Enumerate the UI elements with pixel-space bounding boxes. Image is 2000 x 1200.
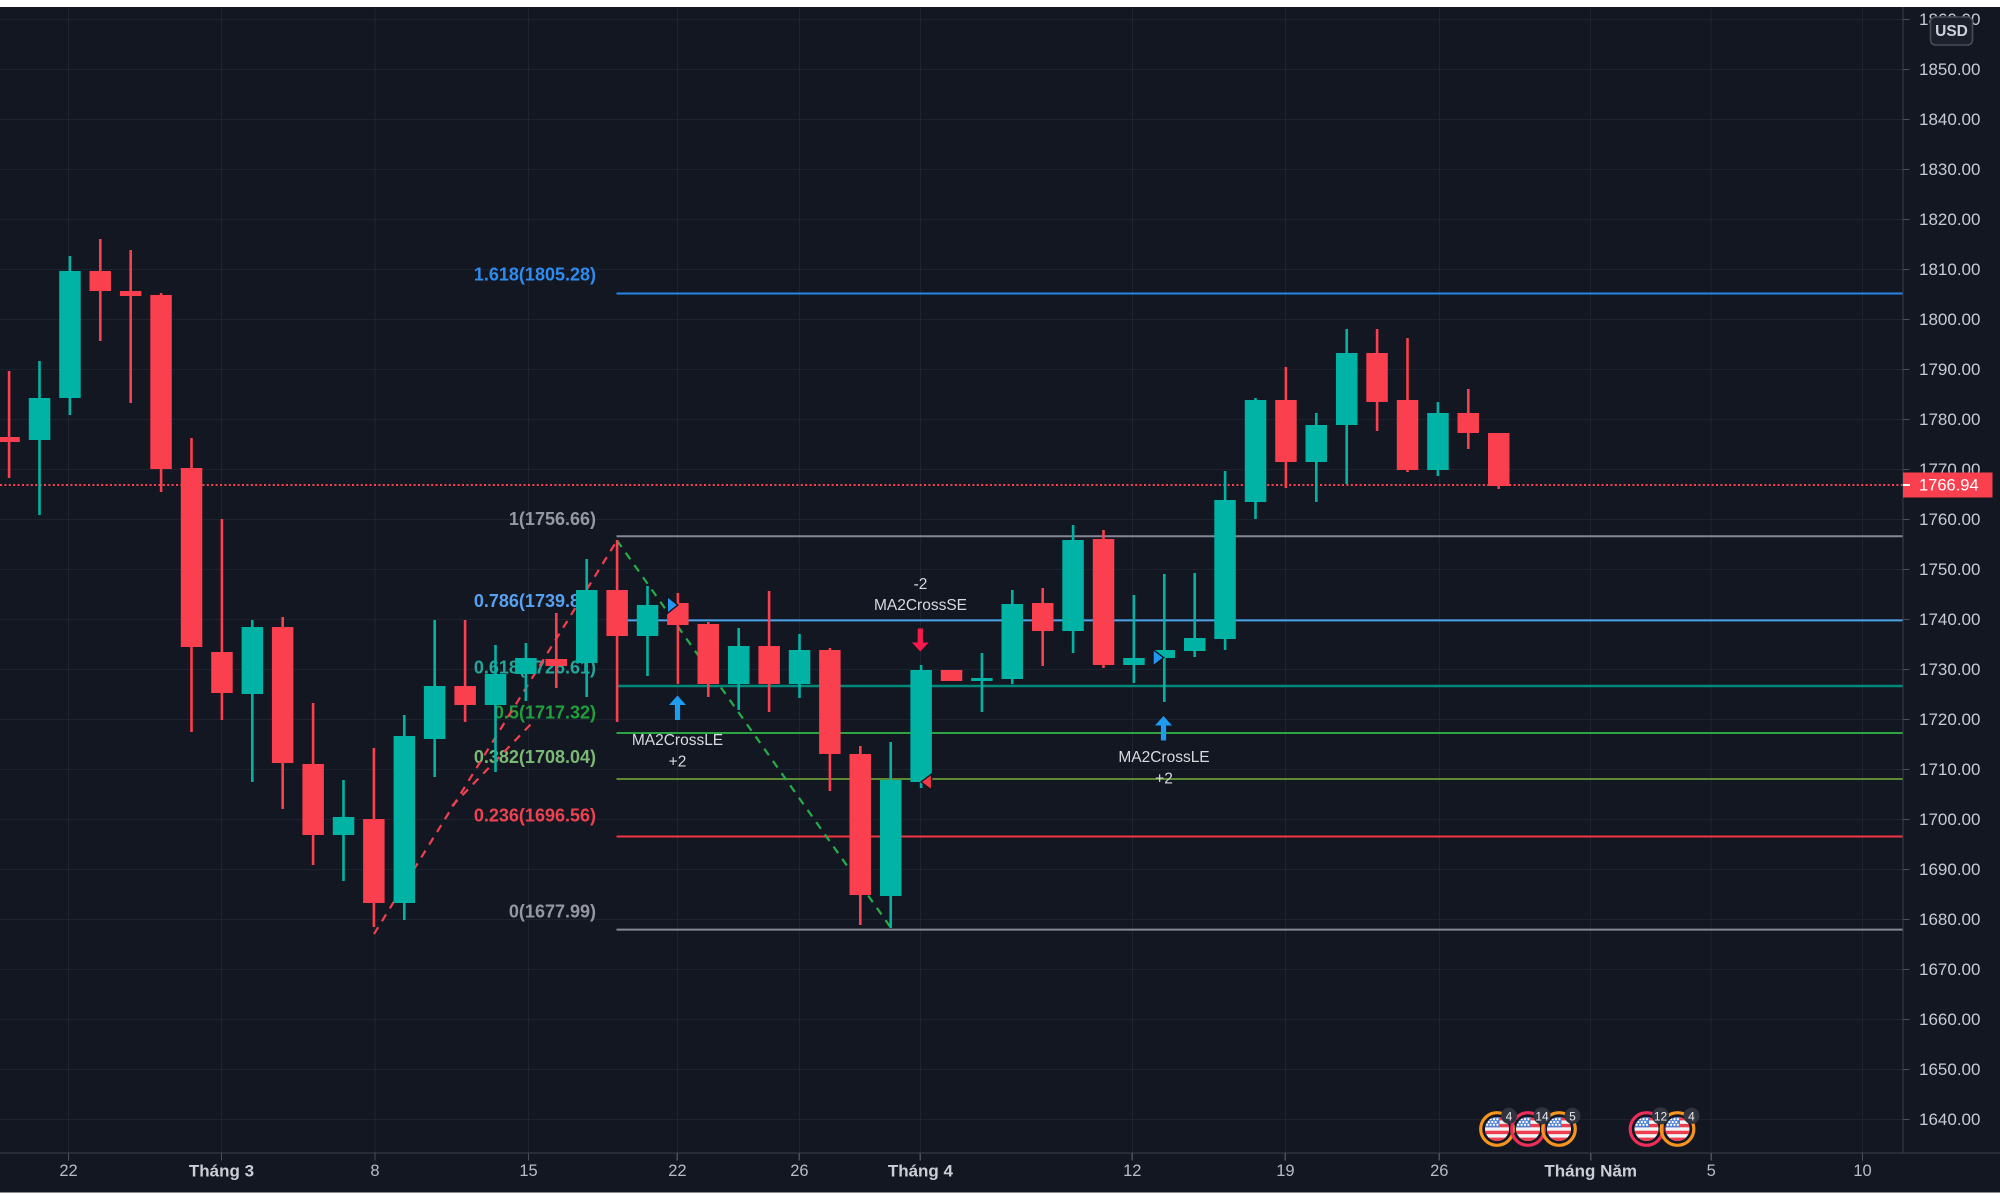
svg-text:1820.00: 1820.00 bbox=[1919, 210, 1980, 229]
svg-text:1680.00: 1680.00 bbox=[1919, 910, 1980, 929]
svg-text:4: 4 bbox=[1506, 1109, 1513, 1123]
svg-text:22: 22 bbox=[59, 1162, 77, 1180]
svg-text:1850.00: 1850.00 bbox=[1919, 60, 1980, 79]
svg-text:0.236(1696.56): 0.236(1696.56) bbox=[474, 806, 596, 826]
svg-text:MA2CrossSE: MA2CrossSE bbox=[874, 597, 967, 614]
svg-text:10: 10 bbox=[1853, 1162, 1871, 1180]
svg-text:1780.00: 1780.00 bbox=[1919, 410, 1980, 429]
svg-text:1700.00: 1700.00 bbox=[1919, 810, 1980, 829]
svg-text:19: 19 bbox=[1276, 1162, 1294, 1180]
svg-text:26: 26 bbox=[790, 1162, 808, 1180]
svg-text:1730.00: 1730.00 bbox=[1919, 660, 1980, 679]
svg-text:1790.00: 1790.00 bbox=[1919, 360, 1980, 379]
svg-text:5: 5 bbox=[1569, 1109, 1576, 1123]
svg-text:Tháng 4: Tháng 4 bbox=[888, 1162, 954, 1181]
svg-text:12: 12 bbox=[1123, 1162, 1141, 1180]
svg-text:0(1677.99): 0(1677.99) bbox=[509, 901, 596, 921]
svg-text:1.618(1805.28): 1.618(1805.28) bbox=[474, 265, 596, 285]
svg-text:1660.00: 1660.00 bbox=[1919, 1010, 1980, 1029]
svg-text:5: 5 bbox=[1707, 1162, 1716, 1180]
svg-text:1800.00: 1800.00 bbox=[1919, 310, 1980, 329]
svg-text:Tháng Năm: Tháng Năm bbox=[1544, 1162, 1637, 1181]
svg-text:1640.00: 1640.00 bbox=[1919, 1110, 1980, 1129]
svg-text:0.382(1708.04): 0.382(1708.04) bbox=[474, 747, 596, 767]
svg-text:0.786(1739.82): 0.786(1739.82) bbox=[474, 591, 596, 611]
svg-text:+2: +2 bbox=[669, 754, 687, 771]
svg-text:1670.00: 1670.00 bbox=[1919, 960, 1980, 979]
svg-text:14: 14 bbox=[1535, 1109, 1549, 1123]
svg-text:15: 15 bbox=[519, 1162, 537, 1180]
svg-text:Tháng 3: Tháng 3 bbox=[189, 1162, 254, 1181]
svg-text:+2: +2 bbox=[1155, 771, 1173, 788]
svg-text:1710.00: 1710.00 bbox=[1919, 760, 1980, 779]
svg-text:4: 4 bbox=[1688, 1109, 1695, 1123]
svg-text:1840.00: 1840.00 bbox=[1919, 110, 1980, 129]
svg-text:0.5(1717.32): 0.5(1717.32) bbox=[494, 703, 596, 723]
svg-text:1750.00: 1750.00 bbox=[1919, 560, 1980, 579]
svg-text:1690.00: 1690.00 bbox=[1919, 860, 1980, 879]
svg-text:1830.00: 1830.00 bbox=[1919, 160, 1980, 179]
svg-text:-2: -2 bbox=[914, 576, 928, 593]
svg-text:1760.00: 1760.00 bbox=[1919, 510, 1980, 529]
svg-text:1740.00: 1740.00 bbox=[1919, 610, 1980, 629]
svg-text:22: 22 bbox=[668, 1162, 686, 1180]
svg-text:12: 12 bbox=[1654, 1109, 1668, 1123]
svg-text:1766.94: 1766.94 bbox=[1919, 477, 1979, 495]
svg-text:1810.00: 1810.00 bbox=[1919, 260, 1980, 279]
svg-text:1720.00: 1720.00 bbox=[1919, 710, 1980, 729]
svg-text:MA2CrossLE: MA2CrossLE bbox=[1118, 749, 1209, 766]
svg-text:1(1756.66): 1(1756.66) bbox=[509, 509, 596, 529]
svg-text:MA2CrossLE: MA2CrossLE bbox=[632, 732, 723, 749]
svg-text:USD: USD bbox=[1935, 23, 1968, 40]
svg-text:1650.00: 1650.00 bbox=[1919, 1060, 1980, 1079]
svg-text:8: 8 bbox=[370, 1162, 379, 1180]
svg-text:26: 26 bbox=[1430, 1162, 1448, 1180]
